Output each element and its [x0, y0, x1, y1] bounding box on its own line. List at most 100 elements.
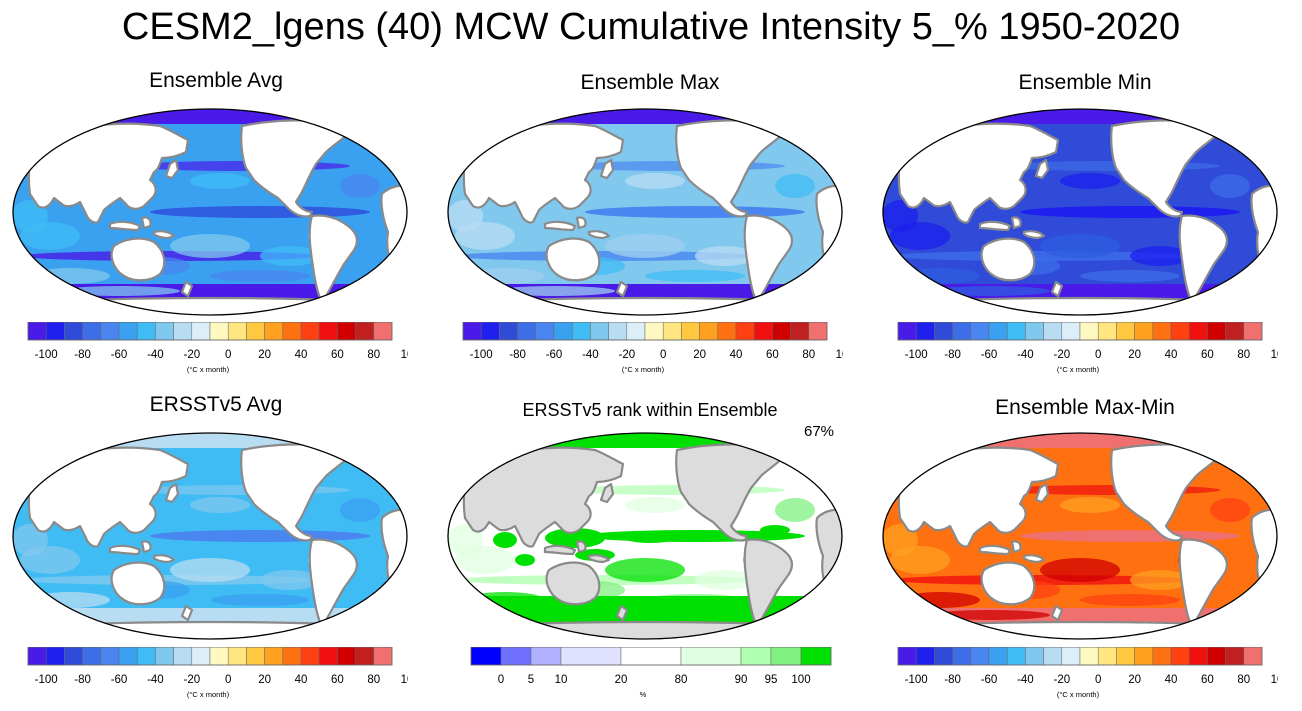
- colorbar-unit-label: %: [640, 690, 647, 699]
- colorbar-swatch: [45, 647, 65, 666]
- colorbar-tick-label: -40: [147, 674, 164, 686]
- colorbar-tick-label: 95: [765, 674, 778, 686]
- rank-percent-label: 67%: [804, 423, 835, 440]
- colorbar-tick-label: -40: [147, 349, 164, 361]
- land-indonesia: [978, 216, 1022, 232]
- colorbar-tick-label: -40: [1017, 349, 1034, 361]
- colorbar-tick-label: 40: [1165, 674, 1178, 686]
- colorbar-swatch: [1006, 322, 1026, 341]
- colorbar-tick-label: 20: [693, 349, 706, 361]
- colorbar-swatch: [988, 647, 1008, 666]
- colorbar-swatch: [1207, 322, 1226, 341]
- colorbar-tick-label: 20: [615, 674, 628, 686]
- colorbar-swatch: [209, 322, 229, 341]
- colorbar-tick-label: -100: [35, 349, 58, 361]
- map-ensemble-min: [882, 108, 1278, 316]
- colorbar-swatch: [1079, 322, 1099, 341]
- field-patch: [625, 497, 685, 513]
- figure-title: CESM2_lgens (40) MCW Cumulative Intensit…: [121, 6, 1181, 48]
- field-patch: [605, 234, 685, 258]
- colorbar-swatch: [64, 322, 83, 341]
- colorbar-swatch: [988, 322, 1008, 341]
- map-border: [12, 108, 408, 316]
- field-patch: [340, 174, 380, 198]
- field-patch: [448, 524, 483, 556]
- colorbar-tick-label: -80: [74, 674, 91, 686]
- field-patch: [900, 592, 980, 608]
- equatorial-band: [585, 206, 805, 218]
- colorbar-swatch: [373, 322, 393, 341]
- field-patch: [930, 610, 1050, 620]
- field-patch: [883, 524, 918, 556]
- colorbar-tick-label: -40: [582, 349, 599, 361]
- colorbar-swatch: [535, 322, 555, 341]
- land-asia: [897, 446, 1060, 548]
- colorbar-swatch: [264, 322, 284, 341]
- land-indonesia: [978, 540, 1022, 556]
- land-southAmerica: [1178, 214, 1228, 300]
- field-patch: [495, 286, 615, 296]
- map-border: [882, 108, 1278, 316]
- colorbar-tick-label: -20: [618, 349, 635, 361]
- colorbar-swatch: [82, 647, 102, 666]
- colorbar-tick-label: 40: [295, 349, 308, 361]
- colorbar-tick-label: 0: [1095, 349, 1101, 361]
- map-border: [12, 432, 408, 640]
- land-nz: [1050, 604, 1064, 622]
- land-png: [1022, 230, 1046, 240]
- land-nz: [180, 604, 194, 622]
- land-asia: [462, 446, 625, 548]
- land-indonesia: [543, 540, 587, 556]
- colorbar-tick-label: 5: [528, 674, 534, 686]
- colorbar-swatch: [118, 322, 138, 341]
- colorbar-tick-label: 0: [498, 674, 504, 686]
- colorbar-swatch: [717, 322, 737, 341]
- colorbar-tick-label: -60: [111, 674, 128, 686]
- colorbar-swatch: [553, 322, 573, 341]
- colorbar-swatch: [740, 647, 772, 666]
- colorbar-swatch: [100, 647, 120, 666]
- land-asia: [897, 122, 1060, 224]
- colorbar-top-right: -100 -80 -60 -40 -20 0 20 40 60 80 100 (°C x month): [897, 322, 1278, 374]
- colorbar-swatch: [227, 322, 247, 341]
- colorbar-tick-label: -20: [1053, 674, 1070, 686]
- colorbar-swatch: [209, 647, 229, 666]
- colorbar-tick-label: 80: [1237, 349, 1250, 361]
- colorbar-swatch: [517, 322, 537, 341]
- land-png: [152, 554, 176, 564]
- colorbar-rank: 0 5 10 20 80 90 95 100%: [470, 647, 832, 699]
- ocean-field: [448, 433, 842, 639]
- land-southAmerica: [308, 538, 358, 624]
- equatorial-band: [150, 530, 370, 542]
- colorbar-swatch: [934, 322, 953, 341]
- land-australia: [980, 561, 1036, 606]
- colorbar-swatch: [64, 647, 83, 666]
- colorbar-swatch: [800, 647, 832, 666]
- land-indonesia: [543, 216, 587, 232]
- colorbar-swatch: [770, 647, 802, 666]
- colorbar-swatch: [246, 322, 265, 341]
- land-nz: [180, 280, 194, 298]
- panel-title-ensemble-avg: Ensemble Avg: [149, 69, 283, 92]
- colorbar-tick-label: 80: [675, 674, 688, 686]
- colorbar-swatch: [1097, 322, 1117, 341]
- land-indonesia: [108, 216, 152, 232]
- colorbar-swatch: [82, 322, 102, 341]
- rank-cluster: [760, 525, 790, 535]
- colorbar-swatch: [300, 322, 320, 341]
- field-patch: [30, 268, 110, 284]
- colorbar-swatch: [1243, 647, 1263, 666]
- field-patch: [1040, 558, 1120, 582]
- colorbar-swatch: [480, 322, 500, 341]
- colorbar-swatch: [1116, 647, 1135, 666]
- colorbar-tick-label: -60: [981, 674, 998, 686]
- colorbar-swatch: [1225, 647, 1245, 666]
- colorbar-swatch: [952, 647, 972, 666]
- colorbar-tick-label: 60: [1201, 349, 1214, 361]
- colorbar-swatch: [772, 322, 791, 341]
- colorbar-swatch: [1188, 322, 1208, 341]
- colorbar-tick-label: 100: [401, 349, 408, 361]
- colorbar-frame: [897, 647, 1263, 666]
- colorbar-swatch: [318, 322, 338, 341]
- colorbar-frame: [27, 322, 393, 341]
